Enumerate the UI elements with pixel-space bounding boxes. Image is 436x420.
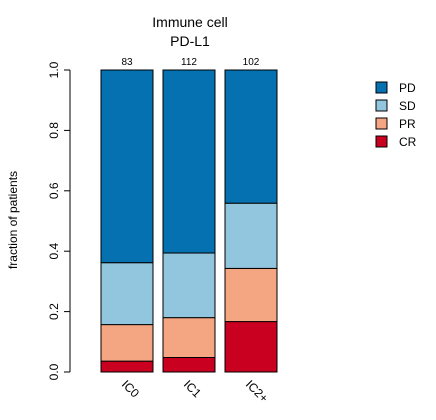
bar-sd-ic0 — [100, 262, 154, 326]
x-axis: IC0 IC1 IC2+ — [119, 377, 271, 405]
bar-count-label: 83 — [121, 57, 133, 68]
y-tick-label: 0.0 — [47, 363, 61, 380]
bar-pr-ic0 — [100, 324, 154, 362]
y-tick-label: 0.2 — [47, 303, 61, 320]
bar-sd-ic2plus — [224, 202, 278, 269]
bar-cr-ic0 — [100, 360, 154, 373]
y-axis: 0.0 0.2 0.4 0.6 0.8 1.0 — [47, 61, 71, 380]
y-tick-label: 0.6 — [47, 182, 61, 199]
chart-title-line1: Immune cell — [152, 14, 227, 30]
y-tick-label: 1.0 — [47, 61, 61, 78]
bar-count-label: 102 — [243, 57, 260, 68]
bar-pd-ic0 — [100, 69, 154, 264]
y-tick-label: 0.8 — [47, 122, 61, 139]
y-axis-label: fraction of patients — [6, 171, 20, 269]
y-tick-label: 0.4 — [47, 243, 61, 260]
bars-group — [100, 69, 278, 373]
legend-label-pr: PR — [399, 117, 416, 131]
legend-label-cr: CR — [399, 135, 417, 149]
legend: PD SD PR CR — [375, 81, 417, 149]
legend-label-sd: SD — [399, 99, 416, 113]
chart-title-line2: PD-L1 — [170, 33, 210, 49]
legend-swatch-sd — [375, 99, 388, 112]
x-tick-label: IC2+ — [243, 377, 271, 405]
bar-cr-ic2plus — [224, 321, 278, 373]
x-tick-label: IC0 — [119, 377, 142, 400]
x-tick-label: IC1 — [181, 377, 204, 400]
bar-count-label: 112 — [181, 57, 197, 68]
bar-counts: 83 112 102 — [121, 57, 259, 68]
legend-label-pd: PD — [399, 81, 416, 95]
bar-pd-ic2plus — [224, 69, 278, 204]
bar-cr-ic1 — [162, 357, 216, 373]
legend-swatch-pr — [375, 117, 388, 130]
bar-sd-ic1 — [162, 252, 216, 319]
bar-pr-ic1 — [162, 317, 216, 359]
legend-swatch-pd — [375, 81, 388, 94]
bar-pd-ic1 — [162, 69, 216, 254]
bar-pr-ic2plus — [224, 267, 278, 323]
legend-swatch-cr — [375, 135, 388, 148]
